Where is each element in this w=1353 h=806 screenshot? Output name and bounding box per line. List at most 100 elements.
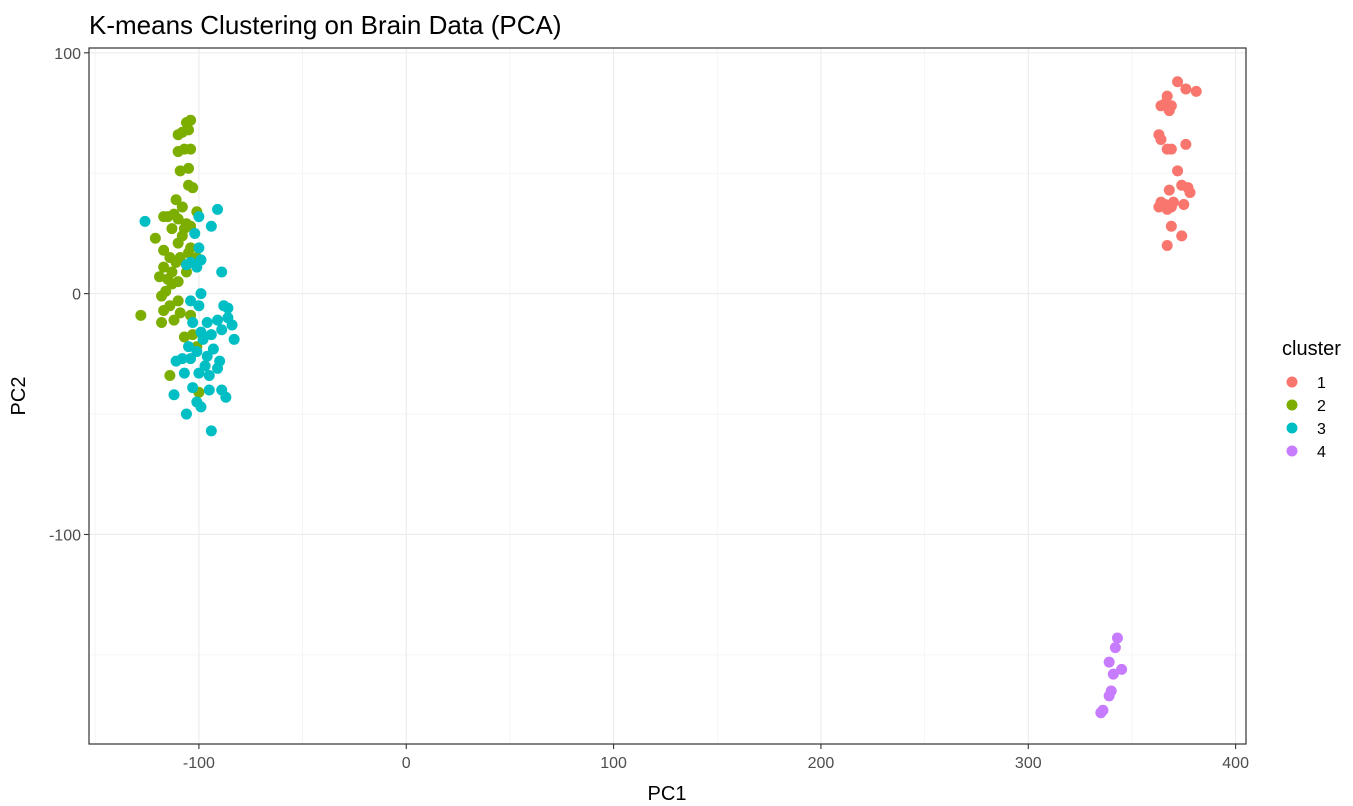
data-point-cluster-3 (212, 362, 224, 374)
data-point-cluster-3 (222, 302, 234, 314)
data-point-cluster-3 (228, 333, 240, 345)
data-point-cluster-2 (172, 213, 184, 225)
data-point-cluster-3 (180, 259, 192, 271)
data-point-cluster-4 (1111, 632, 1123, 644)
x-tick-label: 300 (1015, 755, 1042, 772)
x-tick-label: 100 (600, 755, 627, 772)
data-point-cluster-2 (187, 182, 199, 194)
data-point-cluster-2 (172, 146, 184, 158)
data-point-cluster-3 (193, 367, 205, 379)
data-point-cluster-1 (1165, 143, 1177, 155)
data-point-cluster-2 (135, 309, 147, 321)
data-point-cluster-2 (153, 271, 165, 283)
legend-key-3 (1286, 422, 1298, 434)
data-point-cluster-2 (174, 165, 186, 177)
data-point-cluster-2 (158, 305, 170, 317)
data-point-cluster-4 (1103, 656, 1115, 668)
data-point-cluster-3 (205, 329, 217, 341)
data-point-cluster-3 (226, 319, 238, 331)
data-point-cluster-2 (166, 278, 178, 290)
data-point-cluster-2 (158, 261, 170, 273)
data-point-cluster-2 (185, 143, 197, 155)
data-point-cluster-2 (158, 211, 170, 223)
data-point-cluster-1 (1172, 165, 1184, 177)
x-tick-label: 400 (1222, 755, 1249, 772)
data-point-cluster-3 (193, 300, 205, 312)
data-point-cluster-3 (191, 345, 203, 357)
data-point-cluster-4 (1109, 642, 1121, 654)
scatter-points (135, 76, 1202, 719)
data-point-cluster-2 (164, 370, 176, 382)
data-point-cluster-3 (195, 288, 207, 300)
data-point-cluster-3 (178, 367, 190, 379)
data-point-cluster-3 (205, 425, 217, 437)
data-point-cluster-3 (197, 333, 209, 345)
legend-key-1 (1286, 376, 1298, 388)
data-point-cluster-2 (156, 317, 168, 329)
data-point-cluster-1 (1178, 199, 1190, 211)
data-point-cluster-3 (180, 408, 192, 420)
legend-label-1: 1 (1317, 375, 1326, 392)
data-point-cluster-1 (1167, 196, 1179, 208)
data-point-cluster-1 (1176, 230, 1188, 242)
x-axis-title: PC1 (648, 783, 687, 805)
data-point-cluster-1 (1165, 220, 1177, 232)
data-point-cluster-1 (1184, 186, 1196, 198)
legend-label-2: 2 (1317, 398, 1326, 415)
data-point-cluster-4 (1103, 690, 1115, 702)
data-point-cluster-1 (1163, 184, 1175, 196)
data-point-cluster-2 (176, 201, 188, 213)
data-point-cluster-2 (166, 223, 178, 235)
data-point-cluster-3 (185, 295, 197, 307)
data-point-cluster-2 (158, 244, 170, 256)
data-point-cluster-3 (183, 341, 195, 353)
data-point-cluster-2 (183, 162, 195, 174)
data-point-cluster-3 (205, 220, 217, 232)
data-point-cluster-2 (174, 307, 186, 319)
data-point-cluster-1 (1161, 239, 1173, 251)
data-point-cluster-1 (1180, 83, 1192, 95)
data-point-cluster-3 (203, 384, 215, 396)
data-point-cluster-1 (1153, 201, 1165, 213)
data-point-cluster-1 (1155, 134, 1167, 146)
data-point-cluster-3 (212, 203, 224, 215)
y-axis-title: PC2 (8, 377, 30, 416)
data-point-cluster-3 (212, 314, 224, 326)
data-point-cluster-2 (168, 314, 180, 326)
data-point-cluster-1 (1180, 138, 1192, 150)
data-point-cluster-3 (201, 350, 213, 362)
data-point-cluster-1 (1163, 105, 1175, 117)
data-point-cluster-3 (216, 324, 228, 336)
legend: cluster 1 2 3 4 (1282, 338, 1341, 461)
data-point-cluster-2 (149, 232, 161, 244)
data-point-cluster-2 (183, 247, 195, 259)
data-point-cluster-3 (203, 370, 215, 382)
y-tick-label: 0 (72, 287, 81, 304)
data-point-cluster-3 (187, 382, 199, 394)
grid (89, 48, 1246, 744)
x-tick-label: -100 (183, 755, 215, 772)
x-tick-label: 200 (808, 755, 835, 772)
data-point-cluster-3 (187, 317, 199, 329)
chart-title: K-means Clustering on Brain Data (PCA) (89, 10, 562, 40)
data-point-cluster-2 (170, 256, 182, 268)
y-tick-label: 100 (54, 46, 81, 63)
data-point-cluster-3 (193, 242, 205, 254)
data-point-cluster-3 (193, 211, 205, 223)
data-point-cluster-3 (201, 317, 213, 329)
data-point-cluster-3 (195, 401, 207, 413)
data-point-cluster-4 (1116, 663, 1128, 675)
data-point-cluster-3 (199, 360, 211, 372)
data-point-cluster-3 (191, 261, 203, 273)
data-point-cluster-2 (172, 129, 184, 141)
data-point-cluster-4 (1095, 707, 1107, 719)
data-point-cluster-3 (220, 391, 232, 403)
x-tick-label: 0 (402, 755, 411, 772)
data-point-cluster-3 (185, 353, 197, 365)
data-point-cluster-2 (187, 329, 199, 341)
legend-key-4 (1286, 445, 1298, 457)
data-point-cluster-4 (1107, 668, 1119, 680)
data-point-cluster-3 (139, 215, 151, 227)
data-point-cluster-1 (1190, 85, 1202, 97)
axis-ticks: -100 0 100 200 300 400 -100 0 100 (49, 46, 1249, 772)
